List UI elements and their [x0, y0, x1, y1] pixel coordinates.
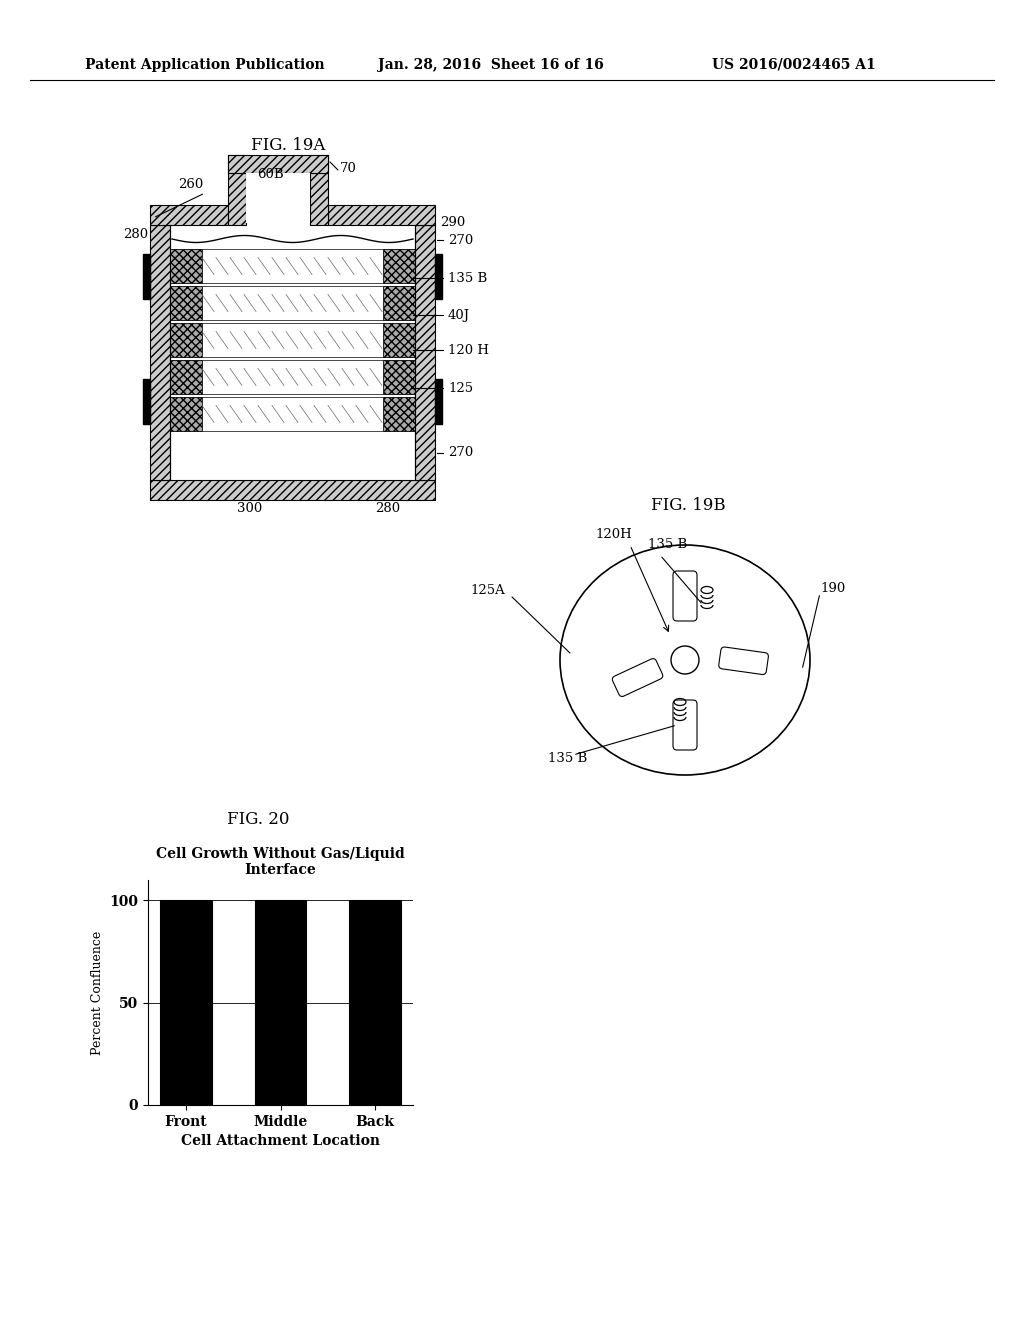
Bar: [202, 323, 383, 356]
Text: US 2016/0024465 A1: US 2016/0024465 A1: [712, 58, 876, 73]
Bar: [246, 173, 310, 223]
Text: 300: 300: [238, 502, 262, 515]
Bar: [170, 323, 202, 356]
Title: Cell Growth Without Gas/Liquid
Interface: Cell Growth Without Gas/Liquid Interface: [156, 847, 404, 878]
Text: 120 H: 120 H: [449, 343, 489, 356]
Text: 270: 270: [449, 446, 473, 459]
Text: 135 B: 135 B: [449, 272, 487, 285]
Bar: [160, 900, 212, 1105]
Text: FIG. 20: FIG. 20: [226, 812, 289, 829]
Bar: [383, 249, 415, 282]
FancyBboxPatch shape: [612, 659, 663, 697]
FancyBboxPatch shape: [673, 572, 697, 620]
Bar: [150, 224, 170, 480]
Text: 280: 280: [376, 502, 400, 515]
Bar: [170, 360, 202, 393]
Text: Patent Application Publication: Patent Application Publication: [85, 58, 325, 73]
Text: 190: 190: [820, 582, 845, 594]
Text: 280: 280: [123, 227, 148, 240]
Text: 135 B: 135 B: [648, 539, 687, 552]
Bar: [170, 224, 415, 480]
Bar: [383, 397, 415, 432]
Bar: [310, 154, 328, 224]
Bar: [202, 397, 383, 432]
Bar: [255, 900, 306, 1105]
Bar: [150, 480, 435, 500]
Bar: [150, 205, 228, 224]
Bar: [170, 286, 202, 319]
Text: 125: 125: [449, 381, 473, 395]
Bar: [349, 900, 401, 1105]
Bar: [383, 286, 415, 319]
Text: Jan. 28, 2016  Sheet 16 of 16: Jan. 28, 2016 Sheet 16 of 16: [378, 58, 604, 73]
Bar: [228, 154, 328, 173]
Bar: [435, 253, 442, 300]
Text: FIG. 19A: FIG. 19A: [251, 136, 326, 153]
Text: 135 B: 135 B: [548, 751, 587, 764]
Text: 290: 290: [440, 215, 465, 228]
Bar: [415, 224, 435, 480]
Bar: [170, 249, 202, 282]
FancyBboxPatch shape: [719, 647, 768, 675]
Bar: [435, 379, 442, 424]
Bar: [228, 154, 246, 224]
FancyBboxPatch shape: [673, 700, 697, 750]
Bar: [143, 379, 150, 424]
Text: 120H: 120H: [595, 528, 632, 541]
Bar: [383, 360, 415, 393]
Bar: [328, 205, 435, 224]
Text: 270: 270: [449, 234, 473, 247]
Text: FIG. 19B: FIG. 19B: [650, 496, 725, 513]
Bar: [202, 286, 383, 319]
Bar: [143, 253, 150, 300]
Text: 60B: 60B: [257, 168, 284, 181]
Y-axis label: Percent Confluence: Percent Confluence: [91, 931, 103, 1055]
Text: 70: 70: [340, 161, 357, 174]
X-axis label: Cell Attachment Location: Cell Attachment Location: [181, 1134, 380, 1148]
Bar: [202, 249, 383, 282]
Ellipse shape: [560, 545, 810, 775]
Bar: [383, 323, 415, 356]
Text: 260: 260: [178, 178, 203, 191]
Bar: [202, 360, 383, 393]
Text: 125A: 125A: [470, 583, 505, 597]
Text: 40J: 40J: [449, 309, 470, 322]
Bar: [170, 397, 202, 432]
